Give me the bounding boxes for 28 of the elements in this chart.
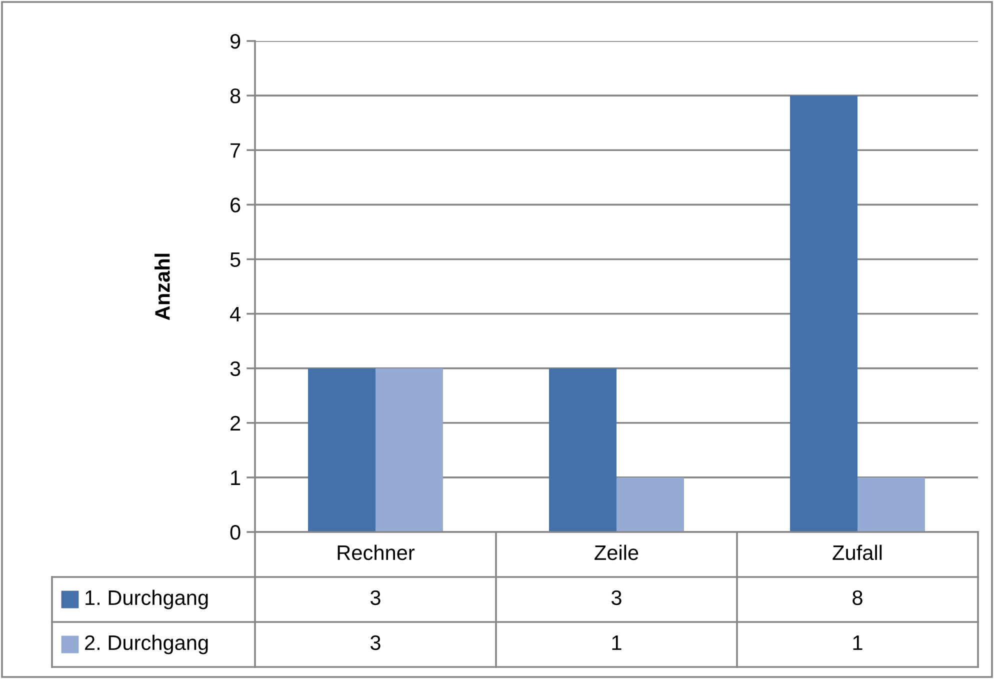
bar	[858, 477, 925, 532]
bar	[549, 368, 616, 532]
data-label: 3	[612, 590, 622, 606]
bar	[790, 96, 858, 532]
bar	[308, 368, 376, 532]
data-label: 8	[852, 590, 862, 606]
y-tick-label: 2	[230, 416, 240, 430]
x-tick-label: Zufall	[832, 544, 882, 560]
data-label: 3	[370, 635, 380, 650]
y-tick-label: 9	[230, 34, 240, 49]
y-tick-label: 6	[230, 198, 240, 212]
bar	[616, 477, 684, 532]
y-tick-label: 0	[230, 525, 240, 540]
legend-label: 1. Durchgang	[86, 590, 208, 610]
legend-label: 2. Durchgang	[85, 634, 208, 654]
bar	[376, 368, 443, 532]
x-tick-label: Zeile	[594, 544, 638, 560]
y-tick-label: 3	[230, 361, 240, 376]
y-tick-label: 1	[231, 470, 240, 485]
data-label: 3	[370, 590, 380, 606]
data-label: 1	[612, 636, 622, 650]
y-tick-label: 8	[230, 88, 240, 104]
y-axis-title: Anzahl	[154, 254, 170, 320]
x-tick-label: Rechner	[338, 544, 415, 560]
y-tick-label: 5	[230, 252, 240, 267]
data-label: 1	[853, 636, 862, 650]
y-tick-label: 7	[230, 143, 240, 158]
y-tick-label: 4	[230, 306, 240, 322]
